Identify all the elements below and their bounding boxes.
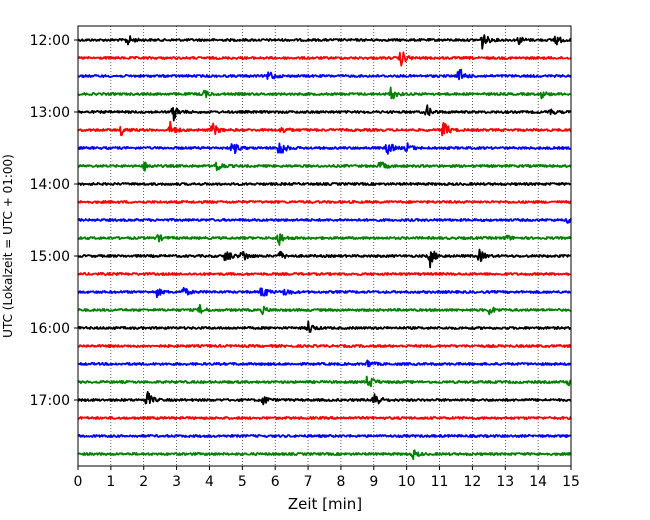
y-tick-label: 15:00 [30,249,70,265]
trace-line-1615 [77,344,572,348]
x-tick-label: 8 [336,474,345,490]
x-tick-label: 2 [139,474,148,490]
x-tick-label: 9 [369,474,378,490]
y-axis: 12:00 13:00 14:00 15:00 16:00 17:00 [30,33,78,409]
y-tick-label: 14:00 [30,177,70,193]
trace-line-1700 [77,391,572,406]
trace-line-1300 [77,104,572,122]
y-tick-label: 17:00 [30,393,70,409]
trace-line-1230 [77,68,572,81]
y-tick-label: 12:00 [30,33,70,49]
x-tick-label: 7 [304,474,313,490]
x-tick-label: 1 [106,474,115,490]
trace-line-1415 [77,200,572,204]
x-tick-label: 11 [431,474,449,490]
trace-line-1330 [77,142,572,155]
trace-line-1345 [77,161,572,172]
y-axis-label: UTC (Lokalzeit = UTC + 01:00) [1,154,15,338]
trace-line-1200 [77,34,572,50]
y-tick-label: 16:00 [30,321,70,337]
x-tick-label: 10 [398,474,416,490]
x-axis-label: Zeit [min] [288,495,362,513]
x-tick-label: 14 [529,474,547,490]
x-tick-label: 0 [74,474,83,490]
x-tick-label: 13 [496,474,514,490]
trace-line-1745 [77,449,572,461]
y-tick-label: 13:00 [30,105,70,121]
trace-line-1600 [77,320,572,333]
x-tick-label: 6 [271,474,280,490]
trace-line-1545 [77,303,572,316]
trace-line-1215 [77,51,572,67]
x-tick-label: 3 [172,474,181,490]
trace-line-1245 [77,86,572,100]
x-tick-label: 15 [562,474,580,490]
plot-area-frame [77,25,572,467]
trace-line-1315 [77,120,572,137]
grid-lines [110,26,539,466]
trace-line-1515 [77,272,572,276]
trace-line-1500 [77,248,572,269]
trace-line-1730 [77,434,572,438]
trace-line-1645 [77,375,572,388]
trace-lines [77,34,572,461]
trace-line-1430 [77,218,572,224]
x-axis: 0 1 2 3 4 5 6 7 8 9 10 11 12 13 14 15 [74,466,580,490]
trace-line-1445 [77,233,572,246]
trace-line-1400 [77,182,572,186]
trace-line-1715 [77,416,572,420]
trace-line-1530 [77,286,572,299]
x-tick-label: 4 [205,474,214,490]
trace-line-1630 [77,359,572,368]
x-tick-label: 12 [463,474,481,490]
x-tick-label: 5 [238,474,247,490]
